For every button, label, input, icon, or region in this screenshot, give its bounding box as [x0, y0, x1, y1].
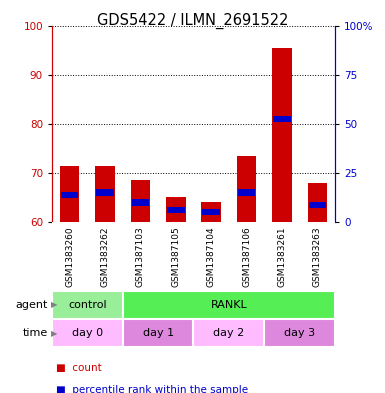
Text: ■  count: ■ count [56, 363, 102, 373]
Bar [308, 183, 327, 222]
Bar [273, 116, 291, 122]
Bar [95, 165, 115, 222]
Text: day 1: day 1 [142, 328, 174, 338]
Bar [308, 202, 326, 208]
Text: ■  percentile rank within the sample: ■ percentile rank within the sample [56, 385, 248, 393]
Text: GSM1383262: GSM1383262 [100, 226, 110, 286]
Text: control: control [68, 300, 107, 310]
Text: RANKL: RANKL [211, 300, 247, 310]
Text: GSM1387105: GSM1387105 [171, 226, 180, 287]
Text: GSM1387106: GSM1387106 [242, 226, 251, 287]
Bar [201, 202, 221, 222]
Text: ▶: ▶ [51, 301, 57, 309]
Text: day 0: day 0 [72, 328, 103, 338]
Bar [238, 189, 255, 196]
Bar [264, 319, 335, 347]
Text: GDS5422 / ILMN_2691522: GDS5422 / ILMN_2691522 [97, 13, 288, 29]
Bar [123, 291, 335, 319]
Bar [61, 192, 79, 198]
Text: GSM1383261: GSM1383261 [277, 226, 286, 287]
Text: agent: agent [16, 300, 48, 310]
Bar [132, 199, 149, 206]
Text: ▶: ▶ [51, 329, 57, 338]
Bar [166, 197, 186, 222]
Text: day 3: day 3 [284, 328, 315, 338]
Text: GSM1387104: GSM1387104 [207, 226, 216, 287]
Bar [96, 189, 114, 196]
Bar [193, 319, 264, 347]
Bar [52, 291, 123, 319]
Bar [167, 207, 184, 213]
Bar [60, 165, 79, 222]
Text: day 2: day 2 [213, 328, 244, 338]
Text: GSM1387103: GSM1387103 [136, 226, 145, 287]
Text: time: time [23, 328, 48, 338]
Bar [131, 180, 150, 222]
Bar [237, 156, 256, 222]
Bar [203, 209, 220, 215]
Bar [52, 319, 123, 347]
Text: GSM1383263: GSM1383263 [313, 226, 322, 287]
Text: GSM1383260: GSM1383260 [65, 226, 74, 287]
Bar [123, 319, 193, 347]
Bar [272, 48, 291, 222]
